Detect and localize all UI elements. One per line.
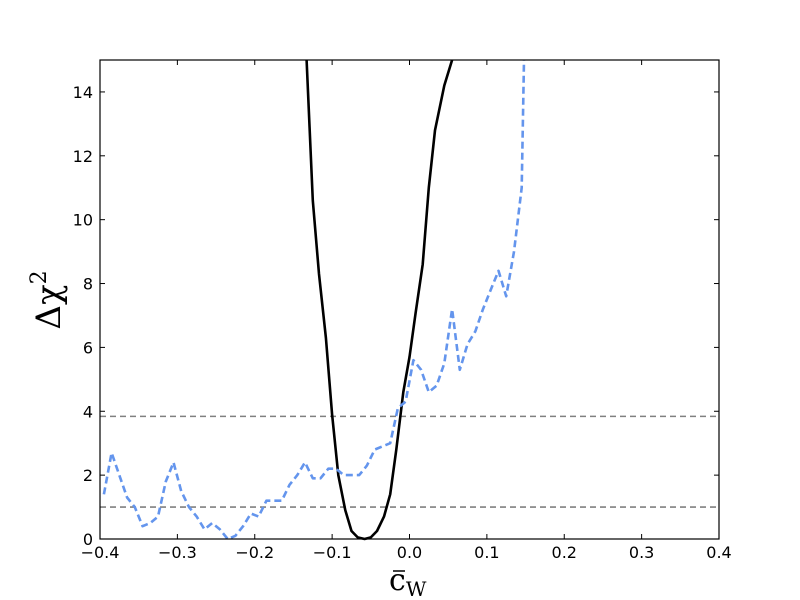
series-line-1: [102, 59, 526, 541]
x-tick-label: −0.1: [313, 543, 352, 562]
x-tick-label: 0.2: [552, 543, 577, 562]
series-line-0: [305, 59, 454, 541]
x-axis-label-sub: W: [406, 577, 427, 600]
x-axis-label-base: c: [389, 563, 406, 598]
y-axis: 0 2 4 6 8 10 12 14: [73, 83, 719, 549]
y-tick-label: 10: [73, 211, 93, 230]
y-tick-label: 4: [83, 402, 93, 421]
y-tick-label: 14: [73, 83, 93, 102]
plot-frame: [99, 59, 720, 540]
x-axis-label: cW: [389, 563, 427, 600]
x-axis: −0.4 −0.3 −0.2 −0.1 0.0 0.1 0.2 0.3 0.4: [81, 60, 732, 562]
x-tick-label: 0.3: [629, 543, 654, 562]
series-layer: [102, 59, 526, 541]
x-tick-label: 0.1: [474, 543, 499, 562]
x-tick-label: −0.2: [235, 543, 274, 562]
y-axis-label-base: Δχ: [29, 284, 69, 329]
y-tick-label: 0: [83, 530, 93, 549]
x-axis-label-text: cW: [389, 563, 427, 600]
x-tick-label: −0.3: [158, 543, 197, 562]
x-tick-label: 0.4: [706, 543, 731, 562]
y-axis-label: Δχ2: [27, 270, 69, 329]
reference-lines: [100, 415, 719, 508]
y-tick-label: 2: [83, 466, 93, 485]
y-tick-label: 8: [83, 275, 93, 294]
y-tick-label: 12: [73, 147, 93, 166]
y-axis-label-sup: 2: [27, 270, 52, 284]
x-tick-label: 0.0: [397, 543, 422, 562]
y-tick-label: 6: [83, 338, 93, 357]
x-tick-label: −0.4: [81, 543, 120, 562]
